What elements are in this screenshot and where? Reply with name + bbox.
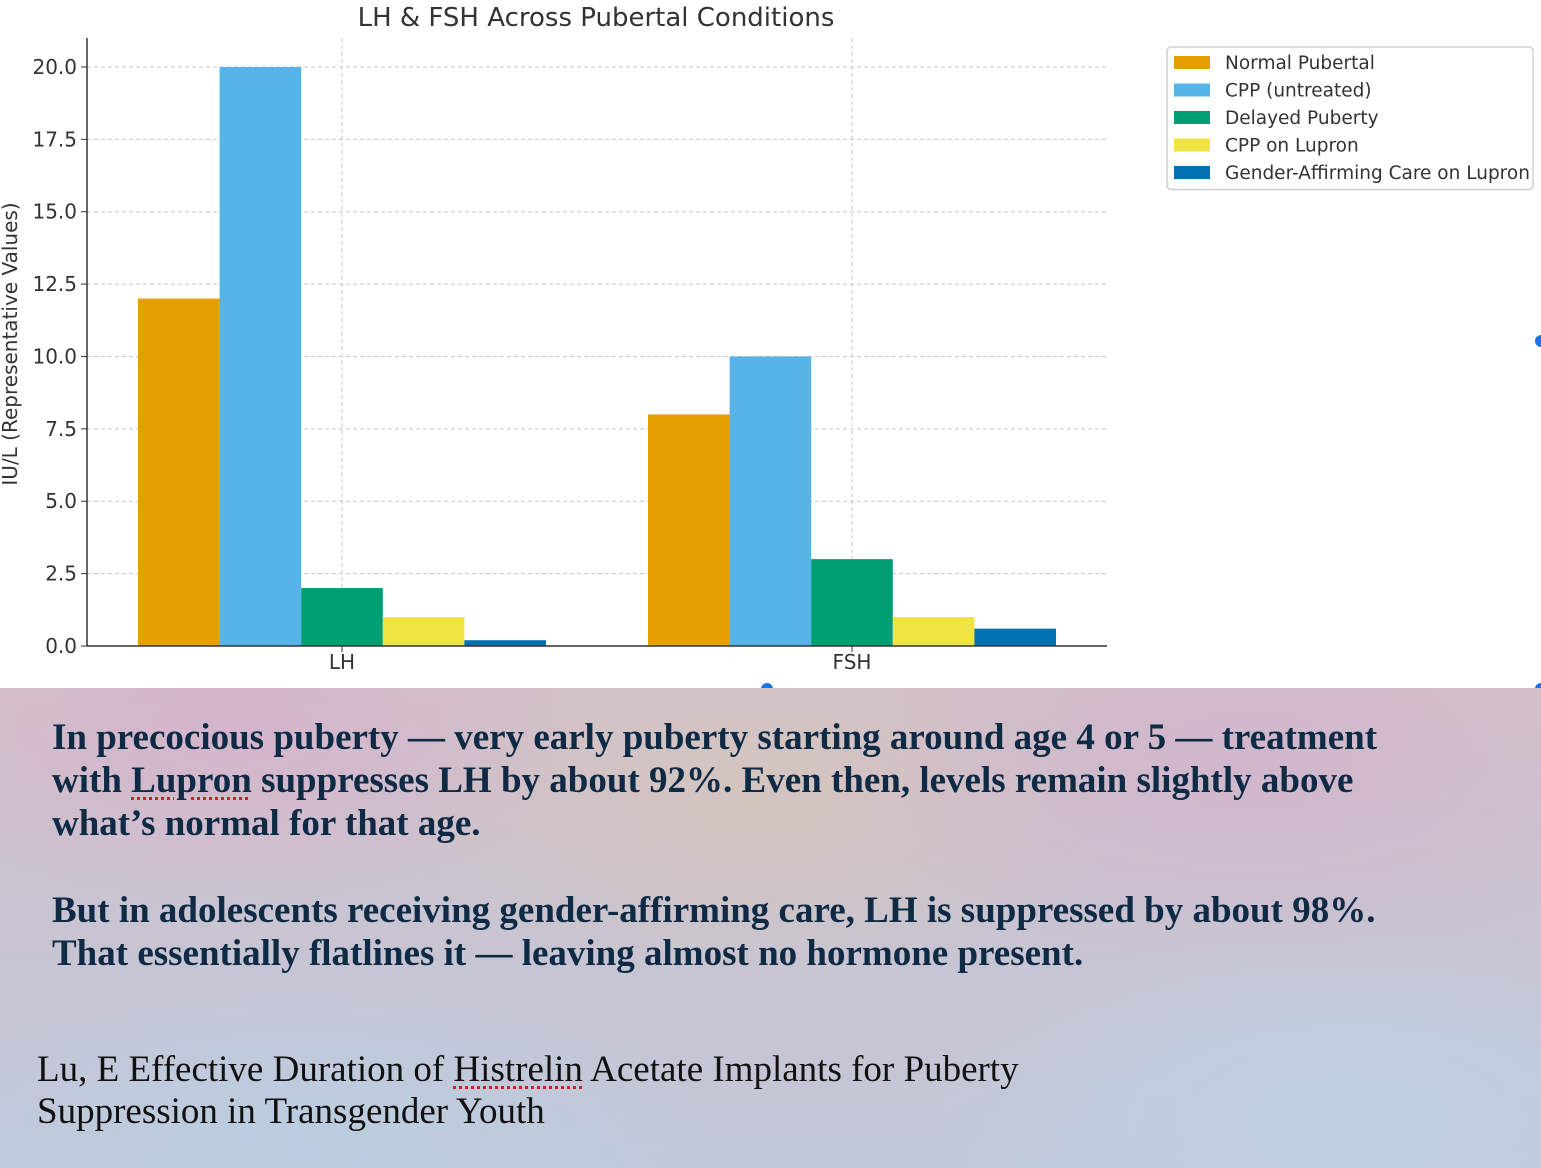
- y-tick-label: 0.0: [45, 634, 77, 658]
- slide-text-area: In precocious puberty — very early puber…: [0, 688, 1541, 1168]
- y-tick-label: 2.5: [45, 562, 77, 586]
- y-tick-label: 17.5: [32, 127, 77, 151]
- x-tick-label: LH: [329, 650, 355, 674]
- y-tick-label: 20.0: [32, 55, 77, 79]
- y-tick-label: 12.5: [32, 272, 77, 296]
- bars: [138, 66, 1056, 646]
- bar-cpp-untreated--fsh: [729, 356, 812, 646]
- y-axis-label: IU/L (Representative Values): [0, 202, 22, 485]
- spellcheck-word-lupron[interactable]: Lupron: [131, 760, 252, 801]
- legend-swatch: [1174, 138, 1210, 152]
- axes: 0.0 2.5 5.0 7.5 10.0 12.5 15.0 17.5 20.0 LH FSH: [32, 38, 1107, 674]
- selection-handle-right[interactable]: [1533, 333, 1541, 349]
- y-tick-label: 7.5: [45, 417, 77, 441]
- y-tick-label: 10.0: [32, 344, 77, 368]
- citation-text-start: Lu, E Effective Duration of: [37, 1049, 454, 1090]
- legend-swatch: [1174, 111, 1210, 124]
- bar-delayed-puberty-fsh: [811, 559, 893, 646]
- legend-box: [1166, 46, 1534, 191]
- citation-text-end: Acetate Implants for Puberty Suppression…: [37, 1049, 1019, 1132]
- legend-swatch: [1174, 166, 1210, 179]
- legend-swatch: [1174, 83, 1210, 97]
- legend-label: CPP (untreated): [1225, 81, 1372, 102]
- bar-normal-pubertal-fsh: [648, 414, 730, 646]
- bar-normal-pubertal-lh: [138, 298, 220, 646]
- legend-label: Normal Pubertal: [1225, 53, 1375, 74]
- legend-label: CPP on Lupron: [1225, 136, 1359, 157]
- bar-cpp-on-lupron-fsh: [892, 617, 975, 646]
- bar-cpp-untreated--lh: [219, 66, 302, 646]
- spellcheck-word-histrelin[interactable]: Histrelin: [453, 1049, 583, 1090]
- chart-title: LH & FSH Across Pubertal Conditions: [358, 3, 835, 33]
- para1-text-end: suppresses LH by about 92%. Even then, l…: [52, 760, 1354, 844]
- citation[interactable]: Lu, E Effective Duration of Histrelin Ac…: [37, 1049, 1187, 1133]
- bar-chart: 0.0 2.5 5.0 7.5 10.0 12.5 15.0 17.5 20.0 LH FSH LH…: [0, 3, 1534, 674]
- legend-label: Gender-Affirming Care on Lupron: [1225, 163, 1530, 184]
- legend: Normal Pubertal CPP (untreated) Delayed Pu…: [1166, 46, 1534, 191]
- para1-text-start: In precocious puberty — very early puber…: [52, 717, 1378, 801]
- y-tick-label: 5.0: [45, 489, 77, 513]
- precocious-puberty-paragraph[interactable]: In precocious puberty — very early puber…: [52, 716, 1452, 845]
- bar-cpp-on-lupron-lh: [382, 617, 465, 646]
- legend-swatch: [1174, 56, 1210, 69]
- y-tick-label: 15.0: [32, 200, 77, 224]
- chart-image: 0.0 2.5 5.0 7.5 10.0 12.5 15.0 17.5 20.0 LH FSH LH…: [0, 3, 1541, 697]
- gender-affirming-care-paragraph[interactable]: But in adolescents receiving gender-affi…: [52, 890, 1376, 974]
- x-tick-label: FSH: [833, 650, 872, 674]
- legend-label: Delayed Puberty: [1225, 108, 1379, 129]
- bar-delayed-puberty-lh: [301, 588, 383, 646]
- bar-gender-affirming-care-on-lupron-fsh: [974, 628, 1056, 646]
- bar-gender-affirming-care-on-lupron-lh: [464, 640, 546, 646]
